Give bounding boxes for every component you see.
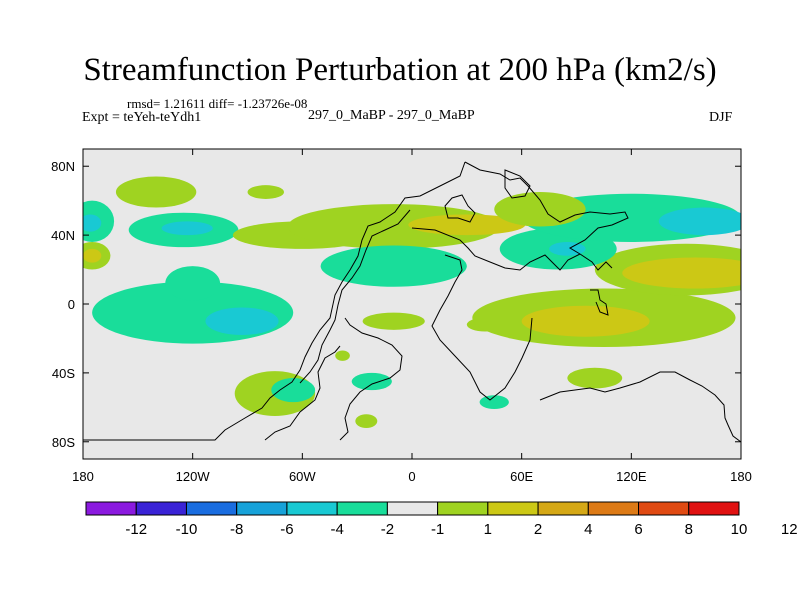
- coastline-europe: [444, 194, 476, 223]
- coastline-south-america-east: [339, 317, 403, 441]
- coastlines: [83, 161, 741, 443]
- anomaly-region-32: [567, 367, 623, 389]
- anomaly-region-4: [83, 214, 102, 232]
- x-tick-label: 0: [408, 469, 415, 484]
- coastline-arctic-island: [504, 169, 531, 199]
- anomaly-region-7: [247, 185, 285, 199]
- season-label: DJF: [709, 110, 733, 125]
- experiment-label: Expt = teYeh-teYdh1: [82, 110, 202, 125]
- anomaly-region-24: [658, 207, 741, 236]
- x-tick-label: 60E: [510, 469, 533, 484]
- colorbar-label: -8: [230, 521, 243, 538]
- colorbar-label: -6: [280, 521, 293, 538]
- anomaly-region-0: [115, 176, 197, 208]
- anomaly-region-30: [355, 414, 378, 428]
- contour-fills: [83, 176, 741, 428]
- chart-title: Streamfunction Perturbation at 200 hPa (…: [83, 52, 717, 88]
- y-tick-label: 80N: [51, 159, 75, 174]
- case-label: 297_0_MaBP - 297_0_MaBP: [308, 108, 475, 123]
- colorbar-swatch: [135, 501, 187, 516]
- colorbar-label: -4: [330, 521, 343, 538]
- coastline-africa: [411, 227, 581, 271]
- x-tick-label: 180: [72, 469, 94, 484]
- anomaly-region-25: [494, 192, 586, 227]
- colorbar-label: -12: [125, 521, 147, 538]
- anomaly-region-14: [165, 266, 221, 301]
- anomaly-region-6: [83, 248, 102, 263]
- anomaly-region-2: [161, 221, 213, 236]
- x-tick-label: 60W: [289, 469, 316, 484]
- y-tick-label: 40S: [52, 366, 75, 381]
- colorbar-label: 10: [731, 521, 748, 538]
- coastline-africa-west: [431, 254, 533, 401]
- y-tick-label: 0: [68, 297, 75, 312]
- colorbar-label: -1: [431, 521, 444, 538]
- colorbar-swatch: [688, 501, 740, 516]
- anomaly-region-18: [521, 305, 650, 337]
- colorbar-swatch: [286, 501, 338, 516]
- y-tick-label: 40N: [51, 228, 75, 243]
- colorbar-label: -10: [176, 521, 198, 538]
- coastline-asia-islands: [590, 289, 609, 316]
- colorbar-swatch: [638, 501, 690, 516]
- y-tick-label: 80S: [52, 435, 75, 450]
- colorbar-swatch: [236, 501, 288, 516]
- anomaly-region-13: [205, 307, 279, 335]
- anomaly-region-27: [271, 378, 316, 403]
- colorbar-swatch: [437, 501, 489, 516]
- anomaly-region-15: [362, 312, 425, 330]
- coastline-antarctica: [539, 371, 741, 443]
- colorbar-label: 2: [534, 521, 542, 538]
- y-axis-ticks: 80N 40N 0 40S 80S: [51, 159, 741, 450]
- anomaly-region-10: [408, 214, 526, 236]
- colorbar-swatch: [386, 501, 439, 516]
- anomaly-region-29: [335, 350, 350, 361]
- x-tick-label: 120W: [176, 469, 211, 484]
- colorbar-label: 4: [584, 521, 592, 538]
- coastline-america-inner: [299, 209, 411, 384]
- colorbar-swatch: [336, 501, 388, 516]
- coastline-america: [83, 161, 466, 441]
- colorbar-label: 8: [685, 521, 693, 538]
- coastline-eurasia: [464, 161, 629, 271]
- anomaly-region-20: [622, 257, 741, 289]
- anomaly-region-11: [320, 245, 467, 287]
- colorbar-swatch: [587, 501, 640, 516]
- colorbar-swatch: [85, 501, 137, 516]
- colorbar-label: 1: [484, 521, 492, 538]
- rmsd-diff-stats: rmsd= 1.21611 diff= -1.23726e-08: [127, 96, 308, 111]
- x-tick-label: 180: [730, 469, 752, 484]
- x-axis-ticks: 180 120W 60W 0 60E 120E 180: [72, 149, 752, 484]
- colorbar: -12 -10 -8 -6 -4 -2 -1 1 2 4 6 8 10 12: [85, 501, 798, 538]
- anomaly-region-31: [479, 395, 509, 410]
- colorbar-swatch: [537, 501, 589, 516]
- coastline-south-america: [264, 345, 341, 441]
- colorbar-label: 6: [634, 521, 642, 538]
- colorbar-label: 12: [781, 521, 798, 538]
- colorbar-swatch: [185, 501, 238, 516]
- x-tick-label: 120E: [616, 469, 647, 484]
- colorbar-label: -2: [381, 521, 394, 538]
- colorbar-swatch: [487, 501, 539, 516]
- anomaly-region-28: [351, 372, 392, 391]
